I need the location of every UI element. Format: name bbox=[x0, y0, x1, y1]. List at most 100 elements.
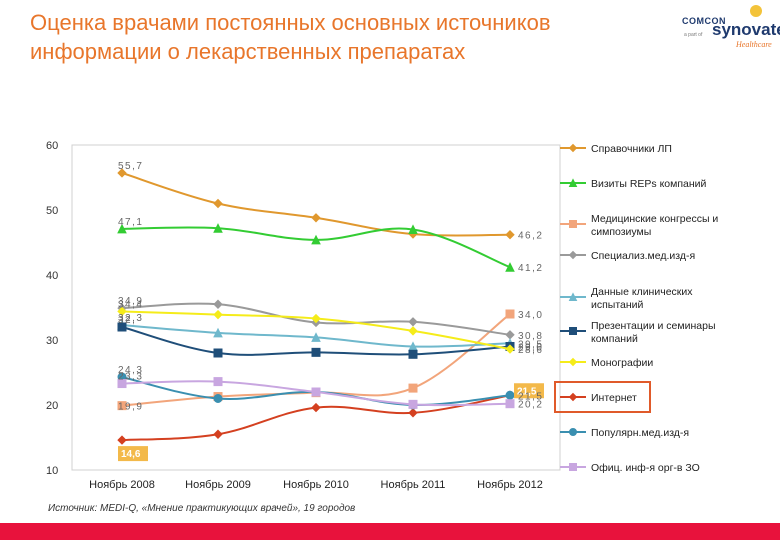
series-point bbox=[505, 399, 515, 409]
series-point bbox=[408, 399, 418, 409]
series-point bbox=[213, 309, 223, 320]
x-tick-label: Ноябрь 2008 bbox=[89, 479, 155, 491]
data-label: 20,2 bbox=[518, 400, 543, 411]
x-tick-label: Ноябрь 2010 bbox=[283, 479, 349, 491]
y-tick-label: 50 bbox=[46, 205, 58, 217]
legend-marker bbox=[569, 327, 577, 335]
series-point bbox=[117, 223, 127, 234]
y-tick-label: 60 bbox=[46, 140, 58, 152]
page-title: Оценка врачами постоянных основных источ… bbox=[30, 10, 551, 64]
data-label: 30,8 bbox=[518, 331, 543, 342]
logo-comcon: COMCON bbox=[682, 16, 726, 26]
data-label: 34,0 bbox=[518, 310, 543, 321]
data-label: 23,3 bbox=[118, 372, 143, 383]
source-note: Источник: MEDI-Q, «Мнение практикующих в… bbox=[48, 503, 356, 514]
data-label: 41,2 bbox=[518, 263, 543, 274]
legend-label: Презентации и семинары bbox=[591, 320, 716, 332]
series-point bbox=[505, 344, 515, 354]
series-point bbox=[505, 262, 515, 272]
legend-marker bbox=[568, 250, 578, 260]
series-point bbox=[505, 229, 515, 240]
series-point bbox=[117, 379, 127, 389]
company-logo: COMCON a part of synovate Healthcare bbox=[660, 4, 780, 54]
legend-label: Популярн.мед.изд-я bbox=[591, 427, 689, 439]
legend-marker bbox=[568, 178, 578, 187]
legend-label: Специализ.мед.изд-я bbox=[591, 250, 695, 262]
legend-marker bbox=[569, 220, 577, 228]
series-point bbox=[408, 326, 418, 336]
legend-label: компаний bbox=[591, 333, 638, 345]
series-point bbox=[311, 234, 321, 245]
series-point bbox=[505, 330, 515, 340]
legend-marker bbox=[569, 463, 577, 471]
series-point bbox=[408, 224, 418, 234]
legend-label: симпозиумы bbox=[591, 226, 651, 238]
legend-label: Монографии bbox=[591, 357, 653, 369]
legend-marker bbox=[568, 357, 578, 367]
legend-label: Визиты REPs компаний bbox=[591, 178, 707, 190]
data-label: 55,7 bbox=[118, 161, 143, 172]
series-point bbox=[213, 299, 223, 309]
series-point bbox=[213, 327, 223, 338]
series-point bbox=[117, 168, 127, 178]
data-label: 32,3 bbox=[118, 313, 143, 324]
series-point bbox=[117, 306, 127, 317]
data-label: 47,1 bbox=[118, 217, 143, 228]
legend-marker bbox=[568, 292, 578, 301]
legend-marker bbox=[568, 143, 578, 153]
series-point bbox=[311, 332, 321, 342]
series-point bbox=[311, 387, 321, 397]
series-point bbox=[408, 383, 418, 393]
series-point bbox=[311, 402, 321, 413]
series-point bbox=[213, 429, 223, 439]
data-label: 14,6 bbox=[121, 449, 141, 460]
x-tick-label: Ноябрь 2012 bbox=[477, 479, 543, 491]
series-point bbox=[213, 198, 223, 209]
series-point bbox=[213, 348, 223, 358]
series-line bbox=[121, 171, 511, 237]
bottom-bar bbox=[0, 523, 780, 540]
series-line bbox=[121, 226, 511, 269]
legend-label: испытаний bbox=[591, 299, 644, 311]
series-point bbox=[213, 377, 223, 387]
data-label: 29,5 bbox=[518, 339, 543, 350]
series-point bbox=[311, 313, 321, 324]
y-tick-label: 20 bbox=[46, 400, 58, 412]
data-label: 46,2 bbox=[518, 231, 543, 242]
data-label: 29,0 bbox=[518, 343, 543, 354]
plot-area bbox=[71, 144, 561, 471]
y-tick-label: 10 bbox=[46, 465, 58, 477]
y-tick-label: 40 bbox=[46, 270, 58, 282]
series-point bbox=[311, 213, 321, 223]
series-point bbox=[311, 347, 321, 357]
x-tick-label: Ноябрь 2011 bbox=[381, 479, 446, 491]
series-point bbox=[117, 322, 127, 332]
logo-part-of: a part of bbox=[684, 32, 703, 38]
x-tick-label: Ноябрь 2009 bbox=[185, 479, 251, 491]
series-point bbox=[117, 401, 127, 411]
data-label: 21,5 bbox=[517, 386, 537, 397]
legend-label: Справочники ЛП bbox=[591, 143, 672, 155]
highlight-label-box bbox=[118, 446, 148, 462]
data-label: 28,6 bbox=[518, 345, 543, 356]
series-point bbox=[117, 435, 127, 445]
series-point bbox=[505, 390, 515, 400]
legend-marker bbox=[569, 428, 577, 436]
legend-highlight-box bbox=[554, 381, 651, 413]
data-label: 32, bbox=[118, 315, 136, 326]
data-label: 21,5 bbox=[518, 391, 543, 402]
legend-label: Медицинские конгрессы и bbox=[591, 213, 718, 225]
data-label: 34,9 bbox=[118, 296, 143, 307]
legend-label: Интернет bbox=[591, 392, 637, 404]
logo-bubble-icon bbox=[750, 5, 762, 17]
series-point bbox=[213, 394, 223, 403]
logo-synovate: synovate bbox=[712, 20, 780, 39]
legend-label: Офиц. инф-я орг-в ЗО bbox=[591, 462, 700, 474]
series-point bbox=[408, 408, 418, 418]
highlight-label-box bbox=[514, 383, 544, 399]
series-point bbox=[213, 223, 223, 233]
data-label: 19,9 bbox=[118, 402, 143, 413]
legend-label: Данные клинических bbox=[591, 286, 693, 298]
series-point bbox=[505, 309, 515, 319]
